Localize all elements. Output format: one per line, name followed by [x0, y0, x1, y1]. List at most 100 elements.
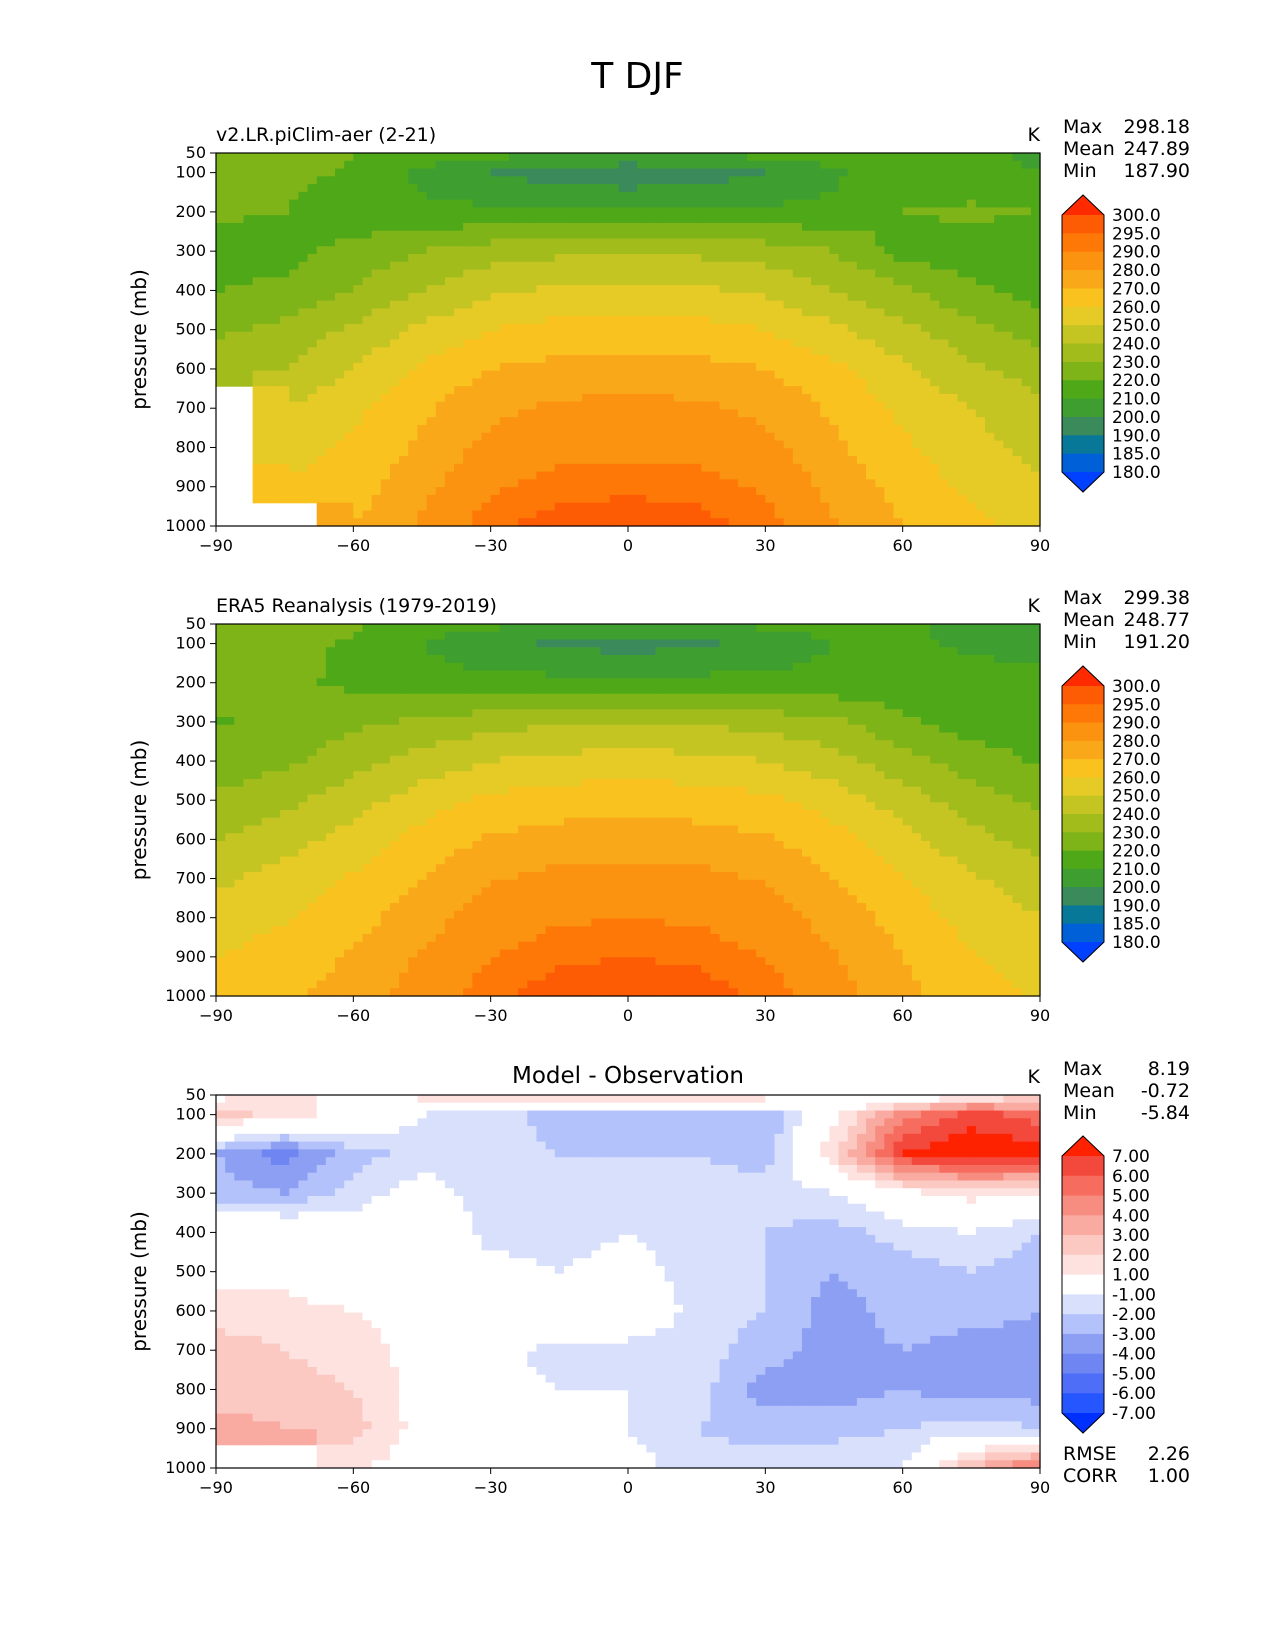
contour-cell — [774, 432, 785, 442]
contour-cell — [673, 292, 684, 302]
contour-cell — [481, 487, 492, 496]
contour-cell — [463, 401, 473, 411]
contour-cell — [930, 670, 940, 679]
contour-cell — [417, 518, 428, 527]
contour-cell — [939, 316, 950, 325]
contour-cell — [792, 269, 803, 278]
contour-cell — [490, 440, 501, 449]
contour-cell — [527, 655, 538, 664]
contour-cell — [618, 222, 629, 232]
contour-cell — [893, 238, 904, 247]
contour-cell — [1012, 215, 1023, 224]
contour-cell — [966, 308, 977, 317]
contour-cell — [444, 199, 455, 208]
contour-cell — [362, 339, 373, 348]
contour-cell — [673, 432, 684, 442]
contour-cell — [353, 339, 364, 348]
contour-cell — [1030, 261, 1041, 271]
contour-cell — [930, 269, 940, 278]
contour-cell — [673, 331, 684, 341]
contour-cell — [893, 323, 904, 333]
contour-cell — [1021, 631, 1032, 641]
contour-cell — [426, 238, 437, 247]
contour-cell — [792, 339, 803, 348]
contour-cell — [774, 440, 785, 449]
contour-cell — [1003, 456, 1014, 465]
contour-cell — [948, 277, 959, 286]
contour-cell — [728, 246, 739, 255]
contour-cell — [985, 424, 995, 434]
contour-cell — [362, 261, 373, 271]
contour-cell — [472, 487, 483, 496]
contour-cell — [747, 300, 757, 310]
x-tick-label: 0 — [623, 536, 633, 555]
contour-cell — [682, 308, 693, 317]
contour-cell — [408, 370, 419, 379]
contour-cell — [719, 292, 730, 302]
contour-cell — [682, 487, 693, 496]
contour-cell — [344, 662, 354, 672]
contour-cell — [783, 230, 794, 240]
contour-cell — [270, 222, 281, 232]
contour-cell — [884, 184, 895, 193]
contour-cell — [609, 277, 620, 286]
contour-cell — [957, 494, 968, 504]
contour-cell — [728, 285, 739, 294]
contour-cell — [481, 440, 492, 449]
contour-cell — [618, 510, 629, 519]
contour-cell — [1012, 456, 1023, 465]
contour-cell — [939, 494, 950, 504]
contour-cell — [325, 184, 336, 193]
contour-cell — [243, 670, 254, 679]
contour-cell — [216, 153, 226, 162]
contour-cell — [673, 308, 684, 317]
contour-cell — [536, 639, 547, 648]
contour-cell — [371, 347, 382, 356]
contour-cell — [591, 160, 602, 170]
contour-cell — [1003, 463, 1014, 473]
contour-cell — [472, 401, 483, 411]
contour-cell — [884, 238, 895, 247]
contour-cell — [307, 487, 318, 496]
contour-cell — [719, 323, 730, 333]
contour-cell — [975, 331, 986, 341]
contour-cell — [289, 401, 299, 411]
contour-cell — [472, 432, 483, 442]
contour-cell — [920, 168, 931, 177]
contour-cell — [353, 386, 364, 395]
contour-cell — [499, 261, 510, 271]
contour-cell — [1012, 230, 1023, 240]
contour-cell — [591, 316, 602, 325]
contour-cell — [499, 502, 510, 512]
contour-cell — [490, 471, 501, 480]
contour-cell — [536, 440, 547, 449]
contour-cell — [866, 292, 876, 302]
contour-cell — [472, 285, 483, 294]
contour-cell — [600, 424, 611, 434]
contour-cell — [994, 176, 1004, 185]
contour-cell — [216, 254, 226, 263]
contour-cell — [481, 277, 492, 286]
contour-cell — [454, 339, 464, 348]
contour-cell — [838, 448, 849, 457]
contour-cell — [490, 510, 501, 519]
contour-cell — [939, 662, 950, 672]
contour-cell — [911, 518, 922, 527]
contour-cell — [252, 479, 263, 488]
contour-cell — [380, 222, 391, 232]
contour-cell — [270, 153, 281, 162]
contour-cell — [307, 207, 318, 216]
contour-cell — [975, 378, 986, 387]
contour-cell — [920, 230, 931, 240]
contour-cell — [600, 168, 611, 177]
contour-cell — [490, 401, 501, 411]
contour-cell — [747, 393, 757, 403]
contour-cell — [325, 215, 336, 224]
contour-cell — [289, 238, 299, 247]
contour-cell — [527, 401, 538, 411]
contour-cell — [609, 191, 620, 201]
contour-cell — [682, 393, 693, 403]
contour-cell — [737, 269, 748, 278]
contour-cell — [737, 176, 748, 185]
contour-cell — [801, 215, 812, 224]
